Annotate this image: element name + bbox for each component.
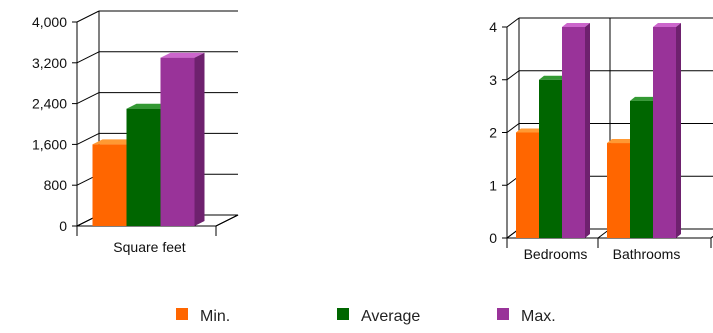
bar-max-square-feet <box>160 52 205 227</box>
gridline-side <box>76 92 100 105</box>
y-tick-label: 3 <box>489 72 497 88</box>
bar-side <box>585 23 590 238</box>
y-tick-label: 1,600 <box>32 136 67 152</box>
bar-front <box>630 100 653 238</box>
bar-front <box>126 108 161 226</box>
y-tick-label: 4,000 <box>32 14 67 30</box>
bar-top <box>607 139 635 144</box>
bar-top <box>562 23 590 27</box>
gridline-side <box>76 10 100 23</box>
x-tick-label: Square feet <box>113 239 185 255</box>
bar-top <box>92 139 137 145</box>
chart-legend: Min. Average Max. <box>176 308 556 325</box>
legend-label-min: Min. <box>200 308 230 325</box>
y-tick-label: 1 <box>489 177 497 193</box>
bar-front <box>160 57 195 227</box>
bar-top <box>630 96 658 101</box>
bar-top <box>539 75 567 80</box>
x-tick-label: Bathrooms <box>613 246 681 262</box>
bar-front <box>539 79 562 238</box>
y-tick-label: 3,200 <box>32 55 67 71</box>
y-tick-label: 800 <box>44 177 68 193</box>
bar-front <box>562 27 585 238</box>
bar-front <box>516 132 539 238</box>
bar-side <box>194 52 205 227</box>
legend-swatch-max <box>497 308 509 320</box>
bar-front <box>653 27 676 238</box>
gridline-side <box>506 17 520 28</box>
y-tick-label: 4 <box>489 19 497 35</box>
legend-label-average: Average <box>361 308 420 325</box>
y-tick-label: 0 <box>59 218 67 234</box>
bar-max-bedrooms <box>562 23 590 238</box>
bar-top <box>653 23 681 27</box>
gridline-side <box>76 51 100 64</box>
y-tick-label: 2 <box>489 125 497 141</box>
bar-top <box>126 103 171 109</box>
gridline-side <box>506 123 520 133</box>
x-tick-label: Bedrooms <box>524 246 588 262</box>
floor-edge <box>215 214 239 227</box>
bar-top <box>160 52 205 58</box>
chart-square-feet: 0 800 1,600 2,400 3,200 4,000 Square feet <box>32 10 239 255</box>
bar-front <box>92 144 127 226</box>
gridline-side <box>506 70 520 81</box>
bar-side <box>676 23 681 238</box>
bar-max-bathrooms <box>653 23 681 238</box>
bar-front <box>607 143 630 238</box>
y-tick-label: 0 <box>489 230 497 246</box>
gridline-side <box>76 132 100 145</box>
legend-label-max: Max. <box>521 308 556 325</box>
chart-bedrooms-bathrooms: 0 1 2 3 4 Bedrooms Bathrooms <box>489 17 713 262</box>
bar-top <box>516 128 544 133</box>
legend-swatch-average <box>337 308 349 320</box>
legend-swatch-min <box>176 308 188 320</box>
y-tick-label: 2,400 <box>32 96 67 112</box>
